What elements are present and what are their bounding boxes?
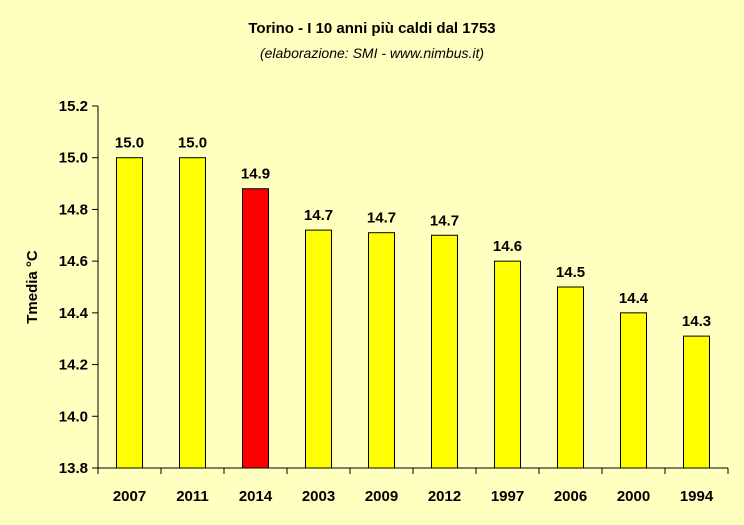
y-tick-label: 15.0 <box>59 150 88 167</box>
y-tick-label: 14.8 <box>59 201 88 218</box>
data-label-2000: 14.4 <box>619 290 649 307</box>
data-label-2007: 15.0 <box>115 135 144 152</box>
bar-2000 <box>620 312 647 469</box>
x-tick-label-2003: 2003 <box>302 488 335 505</box>
x-tick-label-2007: 2007 <box>113 488 146 505</box>
data-label-2003: 14.7 <box>304 207 333 224</box>
x-tick-label-2014: 2014 <box>239 488 273 505</box>
bars-group <box>116 157 710 469</box>
chart-title: Torino - I 10 anni più caldi dal 1753 <box>248 20 495 37</box>
x-axis-labels: 2007 2011 2014 2003 2009 2012 1997 2006 2000 1994 <box>97 468 729 505</box>
data-label-1997: 14.6 <box>493 238 522 255</box>
data-label-2012: 14.7 <box>430 212 459 229</box>
y-axis-ticks: 13.8 14.0 14.2 14.4 14.6 14.8 15.0 15.2 <box>59 98 98 477</box>
bar-2011 <box>179 157 206 469</box>
chart-subtitle: (elaborazione: SMI - www.nimbus.it) <box>260 45 484 61</box>
bar-1997 <box>494 260 521 469</box>
y-tick-label: 14.0 <box>59 408 88 425</box>
bar-2003 <box>305 229 332 469</box>
y-tick-label: 15.2 <box>59 98 88 115</box>
y-tick-label: 14.2 <box>59 357 88 374</box>
data-label-2009: 14.7 <box>367 210 396 227</box>
bar-2009 <box>368 232 395 469</box>
x-tick-label-2012: 2012 <box>428 488 461 505</box>
bar-2012 <box>431 234 458 469</box>
x-tick-label-2006: 2006 <box>554 488 587 505</box>
x-tick-label-1997: 1997 <box>491 488 524 505</box>
x-tick-label-2000: 2000 <box>617 488 650 505</box>
data-label-2006: 14.5 <box>556 264 585 281</box>
bar-2014 <box>242 188 269 469</box>
bar-2007 <box>116 157 143 469</box>
y-tick-label: 13.8 <box>59 460 88 477</box>
bar-2006 <box>557 286 584 469</box>
data-label-2014: 14.9 <box>241 166 270 183</box>
y-tick-label: 14.6 <box>59 253 88 270</box>
bar-1994 <box>683 335 710 469</box>
x-tick-label-1994: 1994 <box>680 488 714 505</box>
x-tick-label-2011: 2011 <box>176 488 209 505</box>
data-label-2011: 15.0 <box>178 135 207 152</box>
data-labels-group: 15.0 15.0 14.9 14.7 14.7 14.7 14.6 14.5 14.4 14.3 <box>115 135 711 330</box>
y-axis-title: Tmedia °C <box>24 250 41 324</box>
y-tick-label: 14.4 <box>59 305 89 322</box>
x-tick-label-2009: 2009 <box>365 488 398 505</box>
data-label-1994: 14.3 <box>682 313 711 330</box>
